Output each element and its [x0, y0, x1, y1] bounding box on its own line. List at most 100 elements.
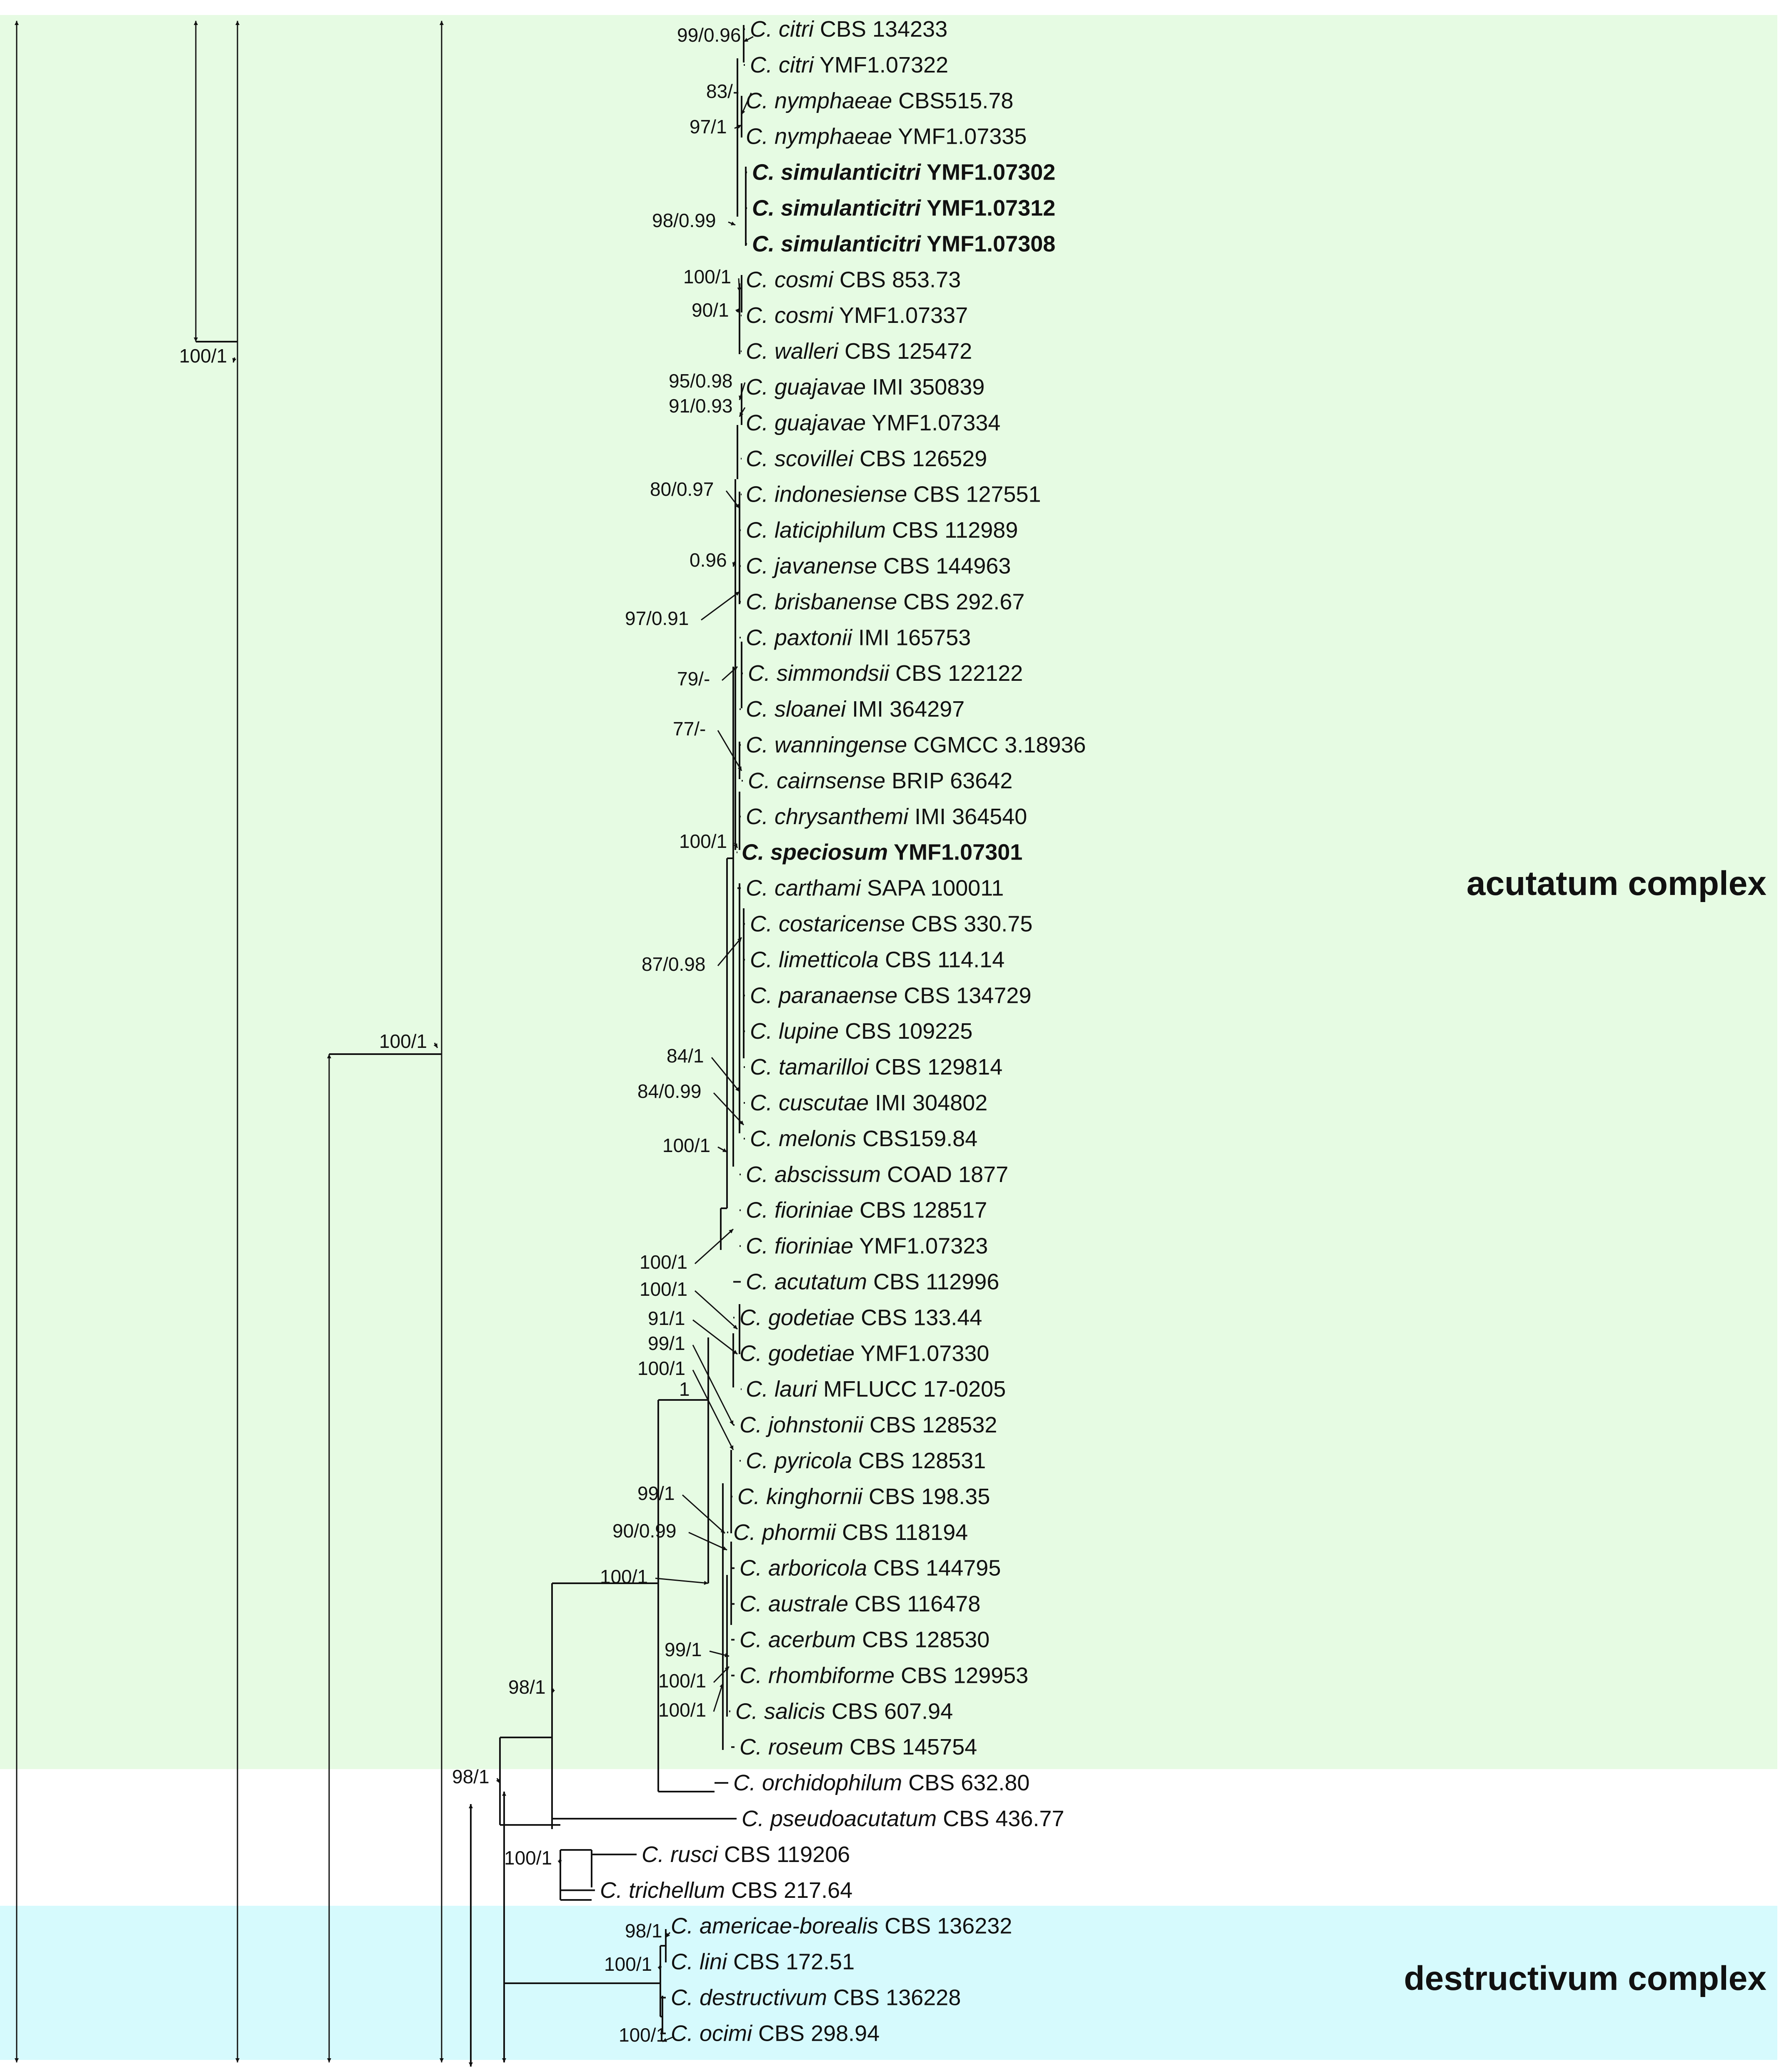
support-value: 99/1: [637, 1482, 675, 1504]
taxon-strain: CBS 129814: [869, 1055, 1002, 1080]
taxon-label: C. simulanticitri YMF1.07312: [752, 196, 1055, 221]
taxon-genus: C.: [746, 339, 775, 364]
taxon-genus: C.: [750, 52, 779, 77]
support-pointer: [713, 1092, 745, 1126]
taxon-epithet: destructivum: [700, 1985, 827, 2010]
taxon-genus: C.: [737, 1484, 766, 1509]
support-value: 77/-: [673, 718, 706, 740]
support-pointer: [551, 1688, 555, 1694]
taxon-strain: YMF1.07302: [921, 160, 1055, 185]
taxon-strain: CBS 172.51: [727, 1950, 855, 1975]
taxon-genus: C.: [746, 482, 775, 507]
taxon-strain: CBS 128530: [856, 1627, 989, 1652]
taxon-label: C. australe CBS 116478: [740, 1592, 980, 1617]
taxon-strain: YMF1.07308: [921, 231, 1055, 256]
taxon-epithet: johnstonii: [765, 1412, 864, 1437]
taxon-label: C. destructivum CBS 136228: [671, 1985, 961, 2010]
taxon-genus: C.: [746, 303, 775, 328]
taxon-epithet: fioriniae: [775, 1198, 853, 1223]
taxon-genus: C.: [746, 1270, 775, 1295]
taxon-epithet: godetiae: [768, 1341, 855, 1366]
taxon-strain: CBS 436.77: [937, 1806, 1064, 1831]
taxon-strain: CBS 134729: [897, 983, 1031, 1008]
taxon-epithet: cosmi: [775, 303, 834, 328]
acutatum-complex-background: [0, 15, 1777, 1769]
taxon-genus: C.: [671, 1950, 700, 1975]
taxon-strain: IMI 165753: [852, 625, 971, 650]
taxon-genus: C.: [671, 1914, 700, 1939]
taxon-epithet: australe: [768, 1592, 848, 1617]
taxon-genus: C.: [748, 768, 777, 793]
taxon-strain: CBS 122122: [889, 661, 1023, 686]
taxon-epithet: guajavae: [775, 375, 866, 400]
taxon-strain: CBS515.78: [892, 88, 1013, 113]
support-pointer: [717, 1146, 727, 1153]
taxon-epithet: pseudoacutatum: [770, 1806, 937, 1831]
support-value: 100/1: [683, 266, 731, 287]
taxon-genus: C.: [742, 840, 770, 865]
taxon-strain: CBS 128531: [852, 1448, 986, 1473]
taxon-epithet: guajavae: [775, 410, 866, 435]
taxon-label: C. simulanticitri YMF1.07302: [752, 160, 1055, 185]
taxon-strain: IMI 304802: [869, 1090, 987, 1115]
taxon-strain: CBS 853.73: [833, 267, 961, 292]
taxon-genus: C.: [746, 697, 775, 722]
taxon-genus: C.: [752, 160, 781, 185]
support-value: 99/1: [665, 1639, 702, 1660]
acutatum-complex-label: acutatum complex: [1467, 865, 1767, 902]
support-value: 98/1: [625, 1920, 662, 1942]
taxon-strain: CBS 145754: [843, 1735, 977, 1760]
taxon-epithet: cairnsense: [777, 768, 885, 793]
taxon-label: C. cosmi CBS 853.73: [746, 267, 961, 292]
taxon-strain: CBS 144963: [877, 554, 1011, 579]
taxon-epithet: lupine: [779, 1019, 839, 1044]
taxon-epithet: simulanticitri: [781, 196, 921, 221]
support-value: 99/0.96: [677, 24, 741, 46]
taxon-epithet: nymphaeae: [775, 88, 892, 113]
taxon-strain: MFLUCC 17-0205: [817, 1377, 1006, 1402]
taxon-strain: CBS 116478: [848, 1592, 980, 1617]
support-pointer: [713, 1666, 730, 1683]
support-pointer: [733, 842, 738, 848]
taxon-label: C. kinghornii CBS 198.35: [737, 1484, 990, 1509]
support-value: 83/-: [706, 80, 739, 102]
taxon-genus: C.: [746, 88, 775, 113]
support-value: 84/1: [667, 1045, 704, 1067]
taxon-label: C. johnstonii CBS 128532: [740, 1412, 997, 1437]
taxon-epithet: rhombiforme: [768, 1663, 894, 1688]
taxon-strain: SAPA 100011: [861, 876, 1004, 901]
taxon-epithet: acutatum: [775, 1270, 867, 1295]
support-value: 98/1: [452, 1766, 490, 1787]
taxon-strain: CBS 127551: [907, 482, 1041, 507]
support-value: 80/0.97: [650, 478, 714, 500]
support-value: 100/1: [640, 1251, 687, 1273]
taxon-strain: CBS 109225: [839, 1019, 972, 1044]
taxon-epithet: arboricola: [768, 1556, 867, 1581]
taxon-strain: YMF1.07301: [888, 840, 1022, 865]
taxon-epithet: wanningense: [775, 732, 907, 757]
taxon-genus: C.: [740, 1592, 768, 1617]
taxon-label: C. citri YMF1.07322: [750, 52, 948, 77]
support-pointer: [743, 36, 754, 42]
taxon-epithet: rusci: [670, 1842, 719, 1867]
taxon-epithet: paxtonii: [774, 625, 853, 650]
taxon-epithet: brisbanense: [775, 589, 897, 614]
taxon-label: C. simulanticitri YMF1.07308: [752, 231, 1055, 256]
taxon-epithet: speciosum: [770, 840, 888, 865]
taxon-strain: CBS 298.94: [752, 2021, 880, 2046]
taxon-epithet: trichellum: [629, 1878, 725, 1903]
support-pointer: [232, 357, 237, 363]
taxon-genus: C.: [671, 2021, 700, 2046]
support-pointer: [692, 1345, 734, 1425]
taxon-epithet: acerbum: [768, 1627, 856, 1652]
taxon-strain: YMF1.07335: [892, 124, 1027, 149]
support-pointer: [717, 937, 742, 966]
taxon-strain: YMF1.07330: [855, 1341, 989, 1366]
taxon-genus: C.: [746, 124, 775, 149]
taxon-label: C. nymphaeae YMF1.07335: [746, 124, 1027, 149]
taxon-label: C. brisbanense CBS 292.67: [746, 589, 1024, 614]
support-pointer: [717, 730, 742, 771]
taxon-genus: C.: [740, 1735, 768, 1760]
